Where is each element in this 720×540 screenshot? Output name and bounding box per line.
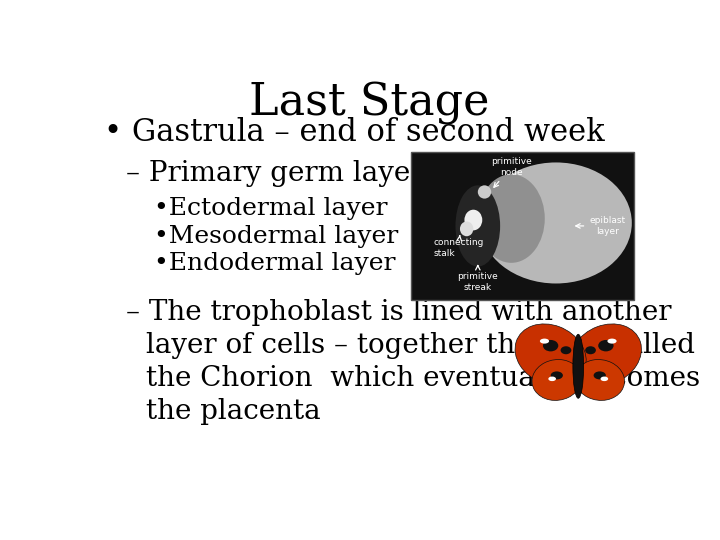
Ellipse shape bbox=[570, 324, 642, 386]
Ellipse shape bbox=[598, 340, 613, 352]
Text: – Primary germ layers form: – Primary germ layers form bbox=[126, 160, 513, 187]
Text: primitive
streak: primitive streak bbox=[457, 266, 498, 292]
Text: • Gastrula – end of second week: • Gastrula – end of second week bbox=[104, 117, 605, 147]
Text: epiblast
layer: epiblast layer bbox=[576, 216, 626, 235]
Ellipse shape bbox=[456, 185, 500, 267]
Ellipse shape bbox=[585, 346, 596, 354]
Ellipse shape bbox=[480, 163, 632, 284]
Ellipse shape bbox=[608, 339, 616, 343]
Ellipse shape bbox=[561, 346, 572, 354]
Ellipse shape bbox=[532, 360, 582, 401]
Ellipse shape bbox=[540, 339, 549, 343]
Text: •Ectodermal layer: •Ectodermal layer bbox=[154, 197, 387, 220]
Text: •Endodermal layer: •Endodermal layer bbox=[154, 253, 396, 275]
Ellipse shape bbox=[573, 334, 584, 399]
Text: connecting
stalk: connecting stalk bbox=[433, 235, 484, 258]
Ellipse shape bbox=[593, 372, 606, 380]
Ellipse shape bbox=[551, 372, 563, 380]
Text: layer of cells – together they are called: layer of cells – together they are calle… bbox=[145, 332, 695, 359]
Ellipse shape bbox=[460, 221, 473, 237]
Ellipse shape bbox=[575, 360, 624, 401]
Ellipse shape bbox=[549, 376, 556, 381]
Ellipse shape bbox=[515, 324, 586, 386]
Ellipse shape bbox=[543, 340, 558, 352]
Ellipse shape bbox=[478, 174, 545, 263]
Text: •Mesodermal layer: •Mesodermal layer bbox=[154, 225, 398, 248]
Ellipse shape bbox=[600, 376, 608, 381]
Text: the Chorion  which eventually becomes: the Chorion which eventually becomes bbox=[145, 365, 700, 392]
Ellipse shape bbox=[478, 185, 491, 199]
Ellipse shape bbox=[464, 210, 482, 231]
Text: – The trophoblast is lined with another: – The trophoblast is lined with another bbox=[126, 299, 672, 326]
Text: the placenta: the placenta bbox=[145, 399, 320, 426]
FancyBboxPatch shape bbox=[411, 152, 634, 300]
Text: primitive
node: primitive node bbox=[491, 157, 531, 187]
Text: Last Stage: Last Stage bbox=[248, 82, 490, 125]
